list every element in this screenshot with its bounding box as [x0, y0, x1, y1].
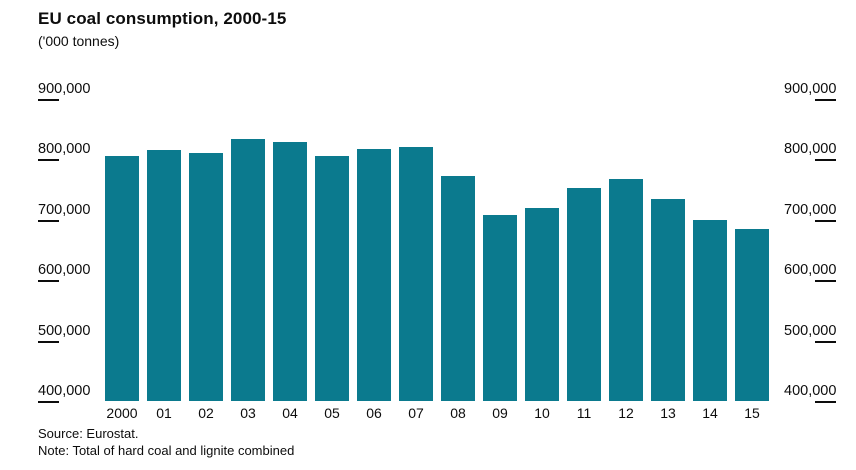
tick-mark [38, 280, 59, 282]
bar-15 [735, 229, 769, 401]
y-tick-right-800000: 800,000 [784, 142, 837, 161]
x-label-11: 11 [576, 405, 592, 421]
bar-01 [147, 150, 181, 401]
chart-title: EU coal consumption, 2000-15 [38, 9, 287, 28]
bar-03 [231, 139, 265, 401]
y-tick-right-400000: 400,000 [784, 384, 837, 403]
bar-10 [525, 208, 559, 401]
bar-13 [651, 199, 685, 401]
tick-mark [815, 341, 837, 343]
x-label-10: 10 [534, 405, 550, 421]
tick-mark [38, 159, 59, 161]
bar-02 [189, 153, 223, 401]
bar-11 [567, 188, 601, 401]
x-label-01: 01 [156, 405, 172, 421]
x-label-08: 08 [450, 405, 466, 421]
x-label-03: 03 [240, 405, 256, 421]
plot-area: 2000 01 02 03 04 05 06 07 08 09 10 11 12 13 14 15 [105, 99, 769, 421]
y-tick-right-500000: 500,000 [784, 324, 837, 343]
y-tick-left-500000: 500,000 [38, 324, 90, 343]
y-tick-left-900000: 900,000 [38, 82, 90, 101]
bar-14 [693, 220, 727, 401]
tick-mark [38, 99, 59, 101]
x-label-2000: 2000 [106, 405, 138, 421]
x-label-07: 07 [408, 405, 424, 421]
x-label-15: 15 [744, 405, 760, 421]
chart-subtitle: ('000 tonnes) [38, 33, 120, 49]
bar-09 [483, 215, 517, 401]
tick-mark [815, 220, 837, 222]
bar-08 [441, 176, 475, 401]
bar-06 [357, 149, 391, 401]
x-label-09: 09 [492, 405, 508, 421]
x-label-04: 04 [282, 405, 298, 421]
bar-05 [315, 156, 349, 401]
x-label-12: 12 [618, 405, 634, 421]
tick-mark [815, 99, 837, 101]
bar-04 [273, 142, 307, 401]
tick-mark [38, 341, 59, 343]
y-tick-left-600000: 600,000 [38, 263, 90, 282]
x-label-13: 13 [660, 405, 676, 421]
x-label-06: 06 [366, 405, 382, 421]
tick-mark [815, 280, 837, 282]
x-label-05: 05 [324, 405, 340, 421]
x-label-02: 02 [198, 405, 214, 421]
tick-mark [38, 220, 59, 222]
tick-mark [38, 401, 59, 403]
y-tick-left-400000: 400,000 [38, 384, 90, 403]
y-tick-left-700000: 700,000 [38, 203, 90, 222]
y-tick-right-600000: 600,000 [784, 263, 837, 282]
y-tick-right-700000: 700,000 [784, 203, 837, 222]
bar-2000 [105, 156, 139, 401]
bar-07 [399, 147, 433, 401]
y-tick-right-900000: 900,000 [784, 82, 837, 101]
tick-mark [815, 401, 837, 403]
tick-mark [815, 159, 837, 161]
y-tick-left-800000: 800,000 [38, 142, 90, 161]
chart-note: Note: Total of hard coal and lignite com… [38, 443, 295, 458]
x-label-14: 14 [702, 405, 718, 421]
source-note: Source: Eurostat. [38, 426, 139, 441]
bar-12 [609, 179, 643, 401]
